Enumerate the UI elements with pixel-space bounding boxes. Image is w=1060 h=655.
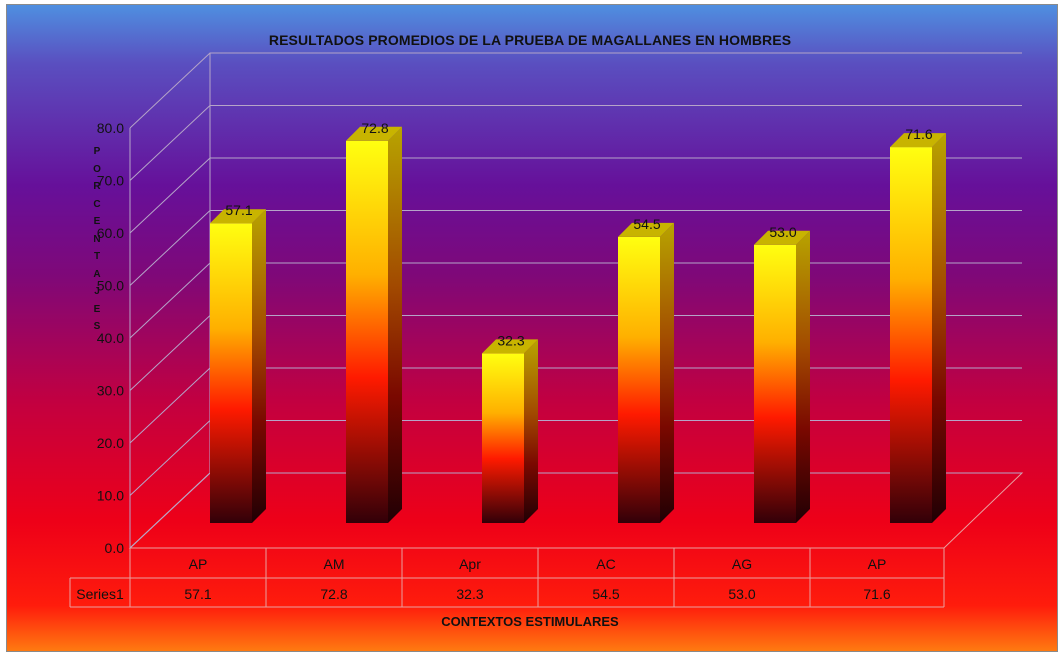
bar-top xyxy=(210,209,266,224)
y-axis-title-letter: N xyxy=(93,233,101,245)
table-value: 32.3 xyxy=(456,586,483,602)
y-tick-label: 50.0 xyxy=(97,278,124,294)
gridline xyxy=(129,157,1022,234)
y-tick-label: 30.0 xyxy=(97,383,124,399)
table-value: 72.8 xyxy=(320,586,347,602)
bar-side xyxy=(660,222,674,523)
data-label: 32.3 xyxy=(497,332,524,348)
table-value: 71.6 xyxy=(863,586,890,602)
bar-side xyxy=(252,209,266,523)
category-label: AG xyxy=(732,556,752,572)
y-tick-label: 80.0 xyxy=(97,120,124,136)
data-labels: 57.1 72.8 32.3 54.5 53.0 71.6 xyxy=(225,120,932,349)
gridline xyxy=(129,105,1022,181)
data-label: 71.6 xyxy=(905,126,932,142)
bars xyxy=(210,126,946,524)
data-label: 53.0 xyxy=(769,224,796,240)
bar-side xyxy=(524,339,538,523)
chart-area xyxy=(6,4,1058,652)
y-axis-title-letter: S xyxy=(93,321,101,332)
table-value: 53.0 xyxy=(728,586,755,602)
y-tick-label: 10.0 xyxy=(97,488,124,504)
y-axis-title-letter: R xyxy=(93,181,101,192)
y-axis-title-letter: P xyxy=(93,146,101,157)
bar-top xyxy=(346,126,402,141)
bar-front xyxy=(754,244,796,523)
y-axis-ticks: 0.0 10.0 20.0 30.0 40.0 50.0 60.0 70.0 80.0 xyxy=(97,120,124,556)
bar-side xyxy=(388,126,402,524)
y-tick-label: 60.0 xyxy=(97,225,124,241)
chart-title: RESULTADOS PROMEDIOS DE LA PRUEBA DE MAG… xyxy=(268,32,792,48)
data-table: AP 57.1 AM 72.8 Apr 32.3 AC 54.5 AG 53.0 AP 71.6 Ser… xyxy=(69,547,945,608)
y-axis-title-letter: O xyxy=(93,163,101,175)
bar-front xyxy=(890,147,932,523)
gridline xyxy=(129,52,1022,129)
bar xyxy=(890,133,946,523)
x-axis-title: CONTEXTOS ESTIMULARES xyxy=(441,614,619,629)
data-label: 57.1 xyxy=(225,202,252,218)
y-tick-label: 40.0 xyxy=(97,330,124,346)
y-axis-title-letter: E xyxy=(93,303,101,315)
bar-side xyxy=(932,133,946,523)
category-label: AM xyxy=(324,556,345,572)
y-axis-title-letter: A xyxy=(93,268,101,280)
bar xyxy=(210,209,266,523)
y-axis-title-letter: E xyxy=(93,216,101,227)
y-axis-title-letter: J xyxy=(94,286,100,297)
bar-top xyxy=(618,222,674,237)
bar-front xyxy=(346,140,388,524)
category-label: AP xyxy=(189,556,208,572)
data-label: 54.5 xyxy=(633,216,660,232)
data-label: 72.8 xyxy=(361,120,388,136)
bar xyxy=(754,230,810,523)
y-tick-label: 0.0 xyxy=(105,540,125,556)
bar-front xyxy=(482,353,524,523)
series-name: Series1 xyxy=(76,586,124,602)
bar xyxy=(482,339,538,523)
category-label: AC xyxy=(596,556,615,572)
y-axis-title-letter: T xyxy=(93,251,101,262)
bar-top xyxy=(754,230,810,245)
bar xyxy=(618,222,674,523)
y-tick-label: 20.0 xyxy=(97,435,124,451)
category-label: Apr xyxy=(459,556,481,572)
bar-top xyxy=(890,133,946,148)
bar-side xyxy=(796,230,810,523)
y-tick-label: 70.0 xyxy=(97,173,124,189)
table-value: 57.1 xyxy=(184,586,211,602)
y-axis-title-letter: C xyxy=(93,198,101,210)
table-value: 54.5 xyxy=(592,586,619,602)
bar xyxy=(346,126,402,524)
bar-top xyxy=(482,339,538,354)
bar-front xyxy=(618,236,660,523)
bar-front xyxy=(210,223,252,523)
category-label: AP xyxy=(868,556,887,572)
gridline xyxy=(129,210,1022,286)
